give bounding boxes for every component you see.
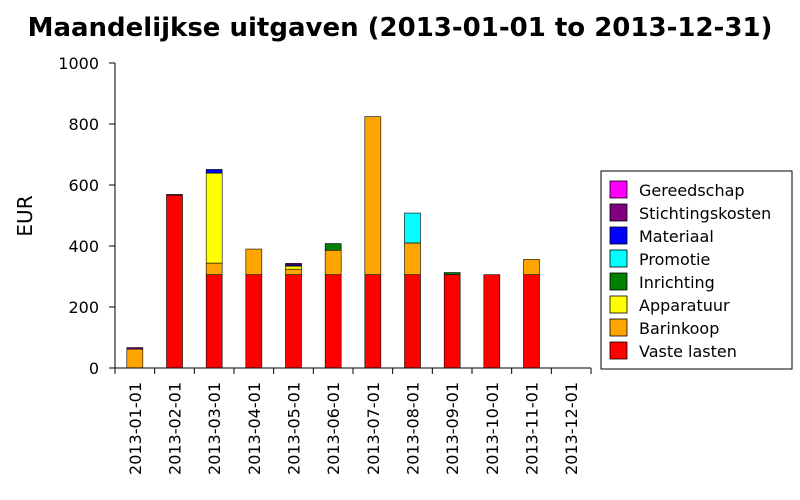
x-tick-label: 2013-05-01	[285, 382, 304, 475]
x-tick-label: 2013-06-01	[324, 382, 343, 475]
bar-segment	[126, 347, 144, 350]
bar-segment	[364, 116, 382, 275]
bar-segment	[205, 262, 223, 275]
bar-segment	[324, 274, 342, 369]
x-tick-label: 2013-03-01	[205, 382, 224, 475]
bar-segment	[523, 274, 540, 369]
bar-segment	[166, 194, 183, 369]
axes-layer: 0 200 400 600 800 1000 2013-01-01 2013-02-01 201…	[58, 54, 592, 475]
y-tick-label: 200	[68, 298, 99, 317]
x-tick-label: 2013-10-01	[483, 382, 502, 475]
legend-label: Apparatuur	[639, 296, 730, 315]
x-tick-label: 2013-04-01	[245, 382, 264, 475]
bar-segment	[205, 274, 223, 369]
legend-swatch	[609, 341, 628, 360]
bar-segment	[404, 242, 421, 275]
bar-segment	[443, 272, 461, 275]
legend-box	[600, 170, 793, 370]
legend-label: Barinkoop	[639, 319, 719, 338]
x-tick-label: 2013-09-01	[443, 382, 462, 475]
bar-segment	[404, 212, 421, 244]
legend-swatch	[609, 272, 628, 291]
x-tick-label: 2013-08-01	[404, 382, 423, 475]
bar-segment	[285, 265, 302, 270]
x-tick-label: 2013-02-01	[166, 382, 185, 475]
bar-segment	[324, 243, 342, 251]
bar-segment	[245, 274, 263, 369]
bar-segment	[285, 274, 302, 369]
legend-swatch	[609, 295, 628, 314]
legend-label: Promotie	[639, 250, 710, 269]
chart-title: Maandelijkse uitgaven (2013-01-01 to 201…	[28, 13, 773, 43]
legend-swatch	[609, 180, 628, 199]
y-tick-label: 600	[68, 176, 99, 195]
y-tick-label: 0	[89, 359, 99, 378]
x-tick-label: 2013-07-01	[364, 382, 383, 475]
x-tick-label: 2013-01-01	[126, 382, 145, 475]
legend-swatch	[609, 249, 628, 268]
bar-segment	[245, 248, 263, 275]
x-tick-label: 2013-11-01	[523, 382, 542, 475]
legend: Gereedschap Stichtingskosten Materiaal Prom…	[600, 170, 793, 370]
y-tick-label: 1000	[58, 54, 99, 73]
y-tick-label: 400	[68, 237, 99, 256]
bar-segment	[324, 249, 342, 275]
legend-swatch	[609, 203, 628, 222]
legend-swatch	[609, 226, 628, 245]
y-tick-label: 800	[68, 115, 99, 134]
bar-segment	[523, 259, 540, 275]
bar-segment	[364, 274, 382, 369]
bar-segment	[483, 274, 501, 369]
x-tick-label: 2013-12-01	[562, 382, 581, 475]
bar-segment	[285, 263, 302, 266]
bar-segment	[443, 274, 461, 369]
legend-label: Inrichting	[639, 273, 715, 292]
bar-segment	[166, 194, 183, 196]
bar-segment	[205, 172, 223, 264]
bar-segment	[285, 268, 302, 275]
bars-layer	[126, 116, 540, 369]
legend-label: Stichtingskosten	[639, 204, 771, 223]
bar-segment	[404, 274, 421, 369]
legend-label: Vaste lasten	[639, 342, 737, 361]
legend-swatch	[609, 318, 628, 337]
legend-label: Gereedschap	[639, 181, 745, 200]
bar-segment	[126, 348, 144, 369]
y-axis-label: EUR	[13, 195, 37, 236]
legend-label: Materiaal	[639, 227, 714, 246]
bar-segment	[205, 169, 223, 174]
